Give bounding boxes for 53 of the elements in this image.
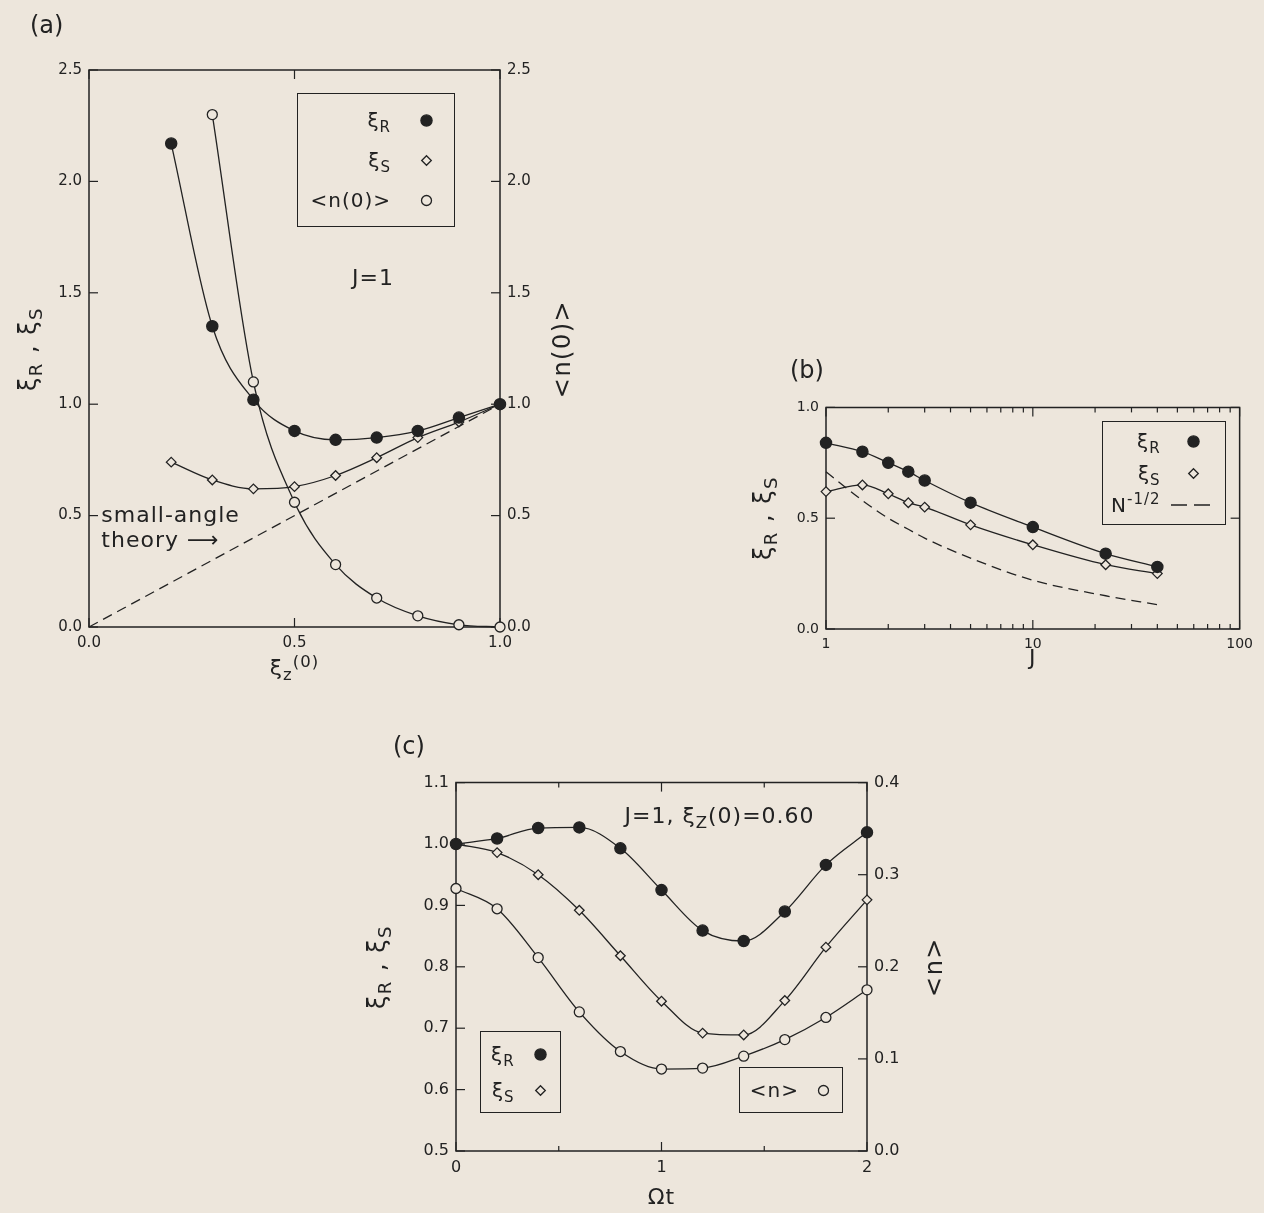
- y-tick-label: 0.5: [58, 505, 82, 524]
- x-tick-label: 1: [656, 1156, 667, 1176]
- y-tick-label: 0.0: [796, 619, 819, 636]
- y-tick-label: 1.0: [423, 833, 449, 853]
- y2-tick-label: 0.2: [874, 955, 900, 975]
- x-tick-label: 1: [821, 635, 831, 652]
- y2-tick-label: 0.1: [874, 1048, 900, 1068]
- y-tick-label: 0.9: [423, 894, 449, 914]
- annotation: small-angle theory ⟶: [101, 501, 240, 553]
- y2-axis-title: <n>: [920, 936, 949, 997]
- y2-tick-label: 2.0: [507, 171, 531, 190]
- x-axis-title: Ωt: [647, 1184, 676, 1210]
- y2-tick-label: 0.5: [507, 505, 531, 524]
- legend-label: ξ$_{S}$: [368, 148, 391, 176]
- y-tick-label: 1.0: [58, 394, 82, 413]
- chart-title: (c): [393, 731, 425, 761]
- legend-label: ξ$_{R}$: [1137, 429, 1161, 458]
- legend-label: ξ$_{R}$: [491, 1042, 515, 1070]
- legend-label: ξ$_{R}$: [367, 108, 391, 136]
- y-tick-label: 1.0: [796, 398, 819, 415]
- y-tick-label: 0.5: [423, 1140, 449, 1160]
- y-tick-label: 2.0: [58, 171, 82, 190]
- y-tick-label: 0.7: [423, 1017, 449, 1037]
- y2-tick-label: 0.0: [507, 616, 531, 635]
- x-tick-label: 100: [1226, 635, 1254, 652]
- chart-title: (b): [790, 356, 824, 385]
- y2-tick-label: 2.5: [507, 59, 531, 78]
- y-tick-label: 0.0: [58, 616, 82, 635]
- y2-axis-title: <n(0)>: [548, 299, 577, 398]
- y-tick-label: 0.6: [423, 1078, 449, 1098]
- y-tick-label: 1.1: [423, 771, 449, 791]
- x-tick-label: 0: [450, 1156, 462, 1176]
- legend-label: ξ$_{S}$: [1137, 461, 1161, 490]
- y-tick-label: 2.5: [58, 59, 82, 78]
- chart-title: (a): [30, 11, 64, 40]
- y-tick-label: 0.5: [796, 508, 819, 525]
- y2-tick-label: 0.4: [874, 771, 900, 791]
- legend-label: <n>: [749, 1078, 799, 1102]
- annotation: J=1, ξ$_{Z}$(0)=0.60: [624, 802, 815, 833]
- annotation: J=1: [352, 264, 394, 291]
- legend-label: N$^{-1/2}$: [1111, 490, 1161, 518]
- y-tick-label: 1.5: [58, 282, 82, 301]
- y-tick-label: 0.8: [423, 955, 449, 975]
- legend-label: ξ$_{S}$: [491, 1078, 515, 1106]
- y2-tick-label: 1.5: [507, 282, 531, 301]
- y2-tick-label: 0.0: [874, 1140, 900, 1160]
- x-tick-label: 1.0: [488, 632, 512, 651]
- x-tick-label: 0.0: [77, 632, 101, 651]
- y2-tick-label: 1.0: [507, 394, 531, 413]
- legend-label: <n(0)>: [310, 188, 391, 212]
- x-tick-label: 2: [861, 1156, 873, 1176]
- x-tick-label: 0.5: [282, 632, 307, 651]
- y2-tick-label: 0.3: [874, 863, 900, 883]
